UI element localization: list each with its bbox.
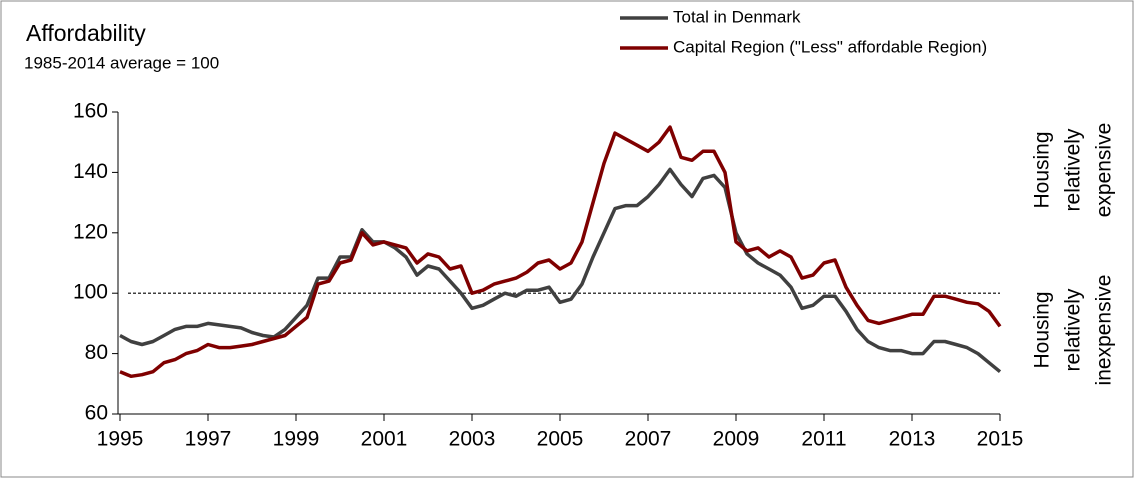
chart-title: Affordability <box>26 20 146 46</box>
legend-label: Total in Denmark <box>673 7 801 26</box>
x-tick-label: 2009 <box>713 428 760 451</box>
annotation: relatively <box>1062 288 1085 371</box>
annotation: expensive <box>1093 123 1116 218</box>
x-tick-label: 1999 <box>273 428 320 451</box>
x-tick-label: 2007 <box>625 428 672 451</box>
annotation: relatively <box>1062 128 1085 211</box>
x-tick-label: 1995 <box>97 428 144 451</box>
annotation: Housing <box>1031 291 1054 368</box>
y-tick-label: 140 <box>73 160 108 183</box>
x-tick-label: 2003 <box>449 428 496 451</box>
legend-label: Capital Region ("Less" affordable Region… <box>673 37 987 56</box>
x-tick-label: 1997 <box>185 428 232 451</box>
series-line <box>119 167 1002 374</box>
x-tick-label: 2015 <box>977 428 1024 451</box>
y-tick-label: 100 <box>73 281 108 304</box>
y-tick-label: 80 <box>85 341 108 364</box>
x-tick-label: 2011 <box>801 428 846 451</box>
chart-subtitle: 1985-2014 average = 100 <box>24 53 219 72</box>
y-tick-label: 160 <box>73 100 108 123</box>
series-line <box>119 125 1002 379</box>
y-tick-label: 60 <box>85 402 108 425</box>
y-tick-label: 120 <box>73 220 108 243</box>
x-tick-label: 2005 <box>537 428 584 451</box>
annotation: Housing <box>1031 131 1054 208</box>
x-tick-label: 2013 <box>889 428 936 451</box>
x-tick-label: 2001 <box>361 428 408 451</box>
annotation: inexpensive <box>1093 275 1116 386</box>
